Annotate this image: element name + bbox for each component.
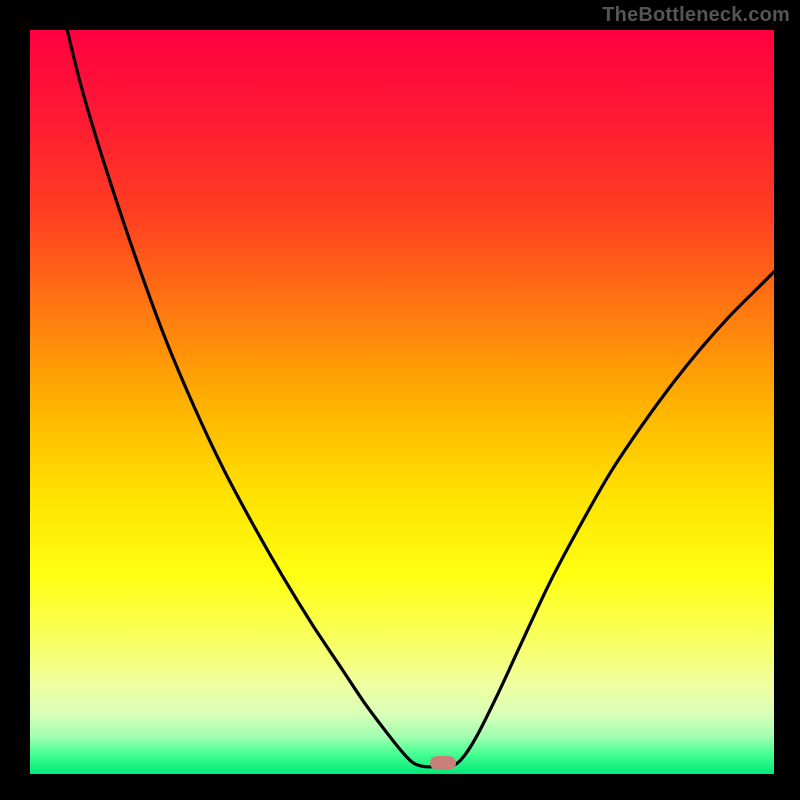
bottleneck-curve (30, 30, 774, 774)
plot-area (30, 30, 774, 774)
optimal-marker (430, 756, 456, 770)
watermark-label: TheBottleneck.com (602, 4, 790, 27)
bottleneck-chart: TheBottleneck.com (0, 0, 800, 800)
